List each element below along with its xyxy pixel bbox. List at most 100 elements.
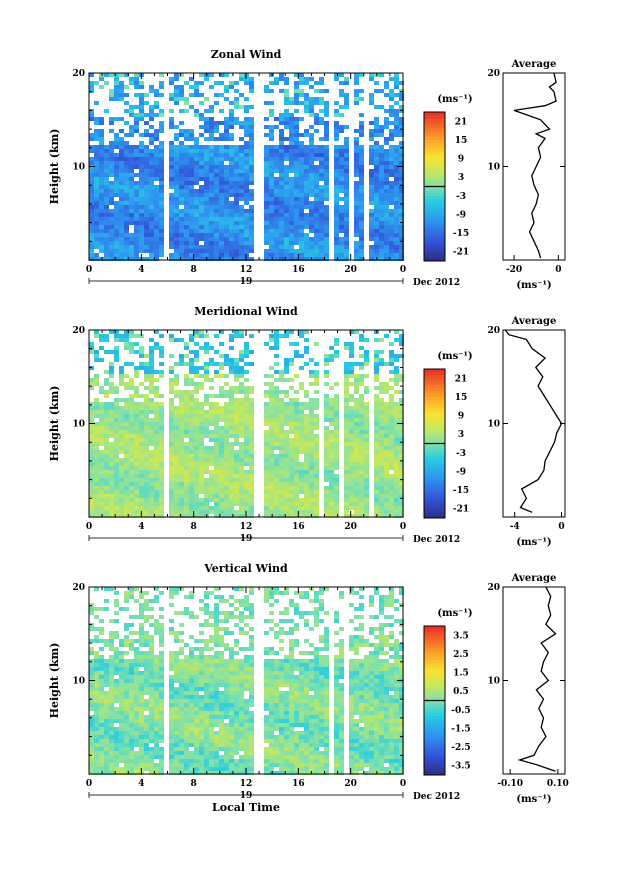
heatmap-cell <box>124 643 129 647</box>
heatmap-cell <box>284 358 289 362</box>
heatmap-cell <box>334 233 339 237</box>
heatmap-cell <box>214 129 219 133</box>
heatmap-cell <box>359 426 364 430</box>
heatmap-cell <box>269 205 274 209</box>
heatmap-cell <box>104 402 109 406</box>
heatmap-cell <box>199 506 204 510</box>
heatmap-cell <box>209 185 214 189</box>
heatmap-cell <box>334 438 339 442</box>
heatmap-cell <box>389 241 394 245</box>
heatmap-cell <box>204 197 209 201</box>
heatmap-cell <box>354 77 359 81</box>
heatmap-cell <box>144 667 149 671</box>
average-y-tick-label: 20 <box>487 69 500 79</box>
heatmap-cell <box>274 342 279 346</box>
heatmap-cell <box>229 113 234 117</box>
heatmap-cell <box>114 117 119 121</box>
heatmap-cell <box>94 474 99 478</box>
heatmap-cell <box>314 398 319 402</box>
heatmap-cell <box>139 691 144 695</box>
colorbar-segment <box>424 149 445 153</box>
heatmap-cell <box>244 478 249 482</box>
heatmap-cell <box>264 145 269 149</box>
heatmap-cell <box>129 767 134 771</box>
colorbar-segment <box>424 211 445 215</box>
heatmap-cell <box>124 342 129 346</box>
heatmap-cell <box>294 185 299 189</box>
heatmap-cell <box>204 374 209 378</box>
heatmap-cell <box>339 93 344 97</box>
heatmap-cell <box>289 241 294 245</box>
heatmap-cell <box>109 494 114 498</box>
heatmap-cell <box>184 510 189 514</box>
heatmap-cell <box>244 157 249 161</box>
heatmap-cell <box>364 422 369 426</box>
heatmap-cell <box>284 193 289 197</box>
heatmap-cell <box>334 237 339 241</box>
heatmap-cell <box>319 117 324 121</box>
heatmap-cell <box>154 442 159 446</box>
heatmap-cell <box>154 237 159 241</box>
heatmap-cell <box>154 486 159 490</box>
heatmap-cell <box>284 241 289 245</box>
heatmap-cell <box>224 354 229 358</box>
heatmap-cell <box>324 406 329 410</box>
heatmap-cell <box>239 418 244 422</box>
heatmap-cell <box>364 466 369 470</box>
heatmap-cell <box>289 362 294 366</box>
heatmap-cell <box>124 699 129 703</box>
heatmap-cell <box>99 241 104 245</box>
heatmap-cell <box>124 771 129 775</box>
heatmap-cell <box>179 225 184 229</box>
heatmap-cell <box>224 454 229 458</box>
heatmap-cell <box>184 245 189 249</box>
heatmap-cell <box>229 434 234 438</box>
heatmap-cell <box>139 763 144 767</box>
colorbar-tick-label: -15 <box>453 229 469 239</box>
heatmap-cell <box>224 129 229 133</box>
heatmap-cell <box>144 707 149 711</box>
heatmap-cell <box>384 462 389 466</box>
heatmap-cell <box>224 189 229 193</box>
heatmap-cell <box>304 101 309 105</box>
heatmap-cell <box>324 418 329 422</box>
heatmap-cell <box>354 386 359 390</box>
heatmap-cell <box>144 149 149 153</box>
heatmap-cell <box>389 502 394 506</box>
heatmap-cell <box>89 173 94 177</box>
heatmap-cell <box>99 671 104 675</box>
heatmap-cell <box>399 153 404 157</box>
heatmap-cell <box>244 173 249 177</box>
heatmap-cell <box>219 330 224 334</box>
heatmap-cell <box>129 478 134 482</box>
heatmap-cell <box>319 209 324 213</box>
heatmap-cell <box>94 454 99 458</box>
heatmap-cell <box>94 707 99 711</box>
heatmap-cell <box>399 470 404 474</box>
heatmap-cell <box>394 153 399 157</box>
heatmap-cell <box>114 233 119 237</box>
heatmap-cell <box>224 406 229 410</box>
heatmap-cell <box>269 233 274 237</box>
heatmap-cell <box>109 418 114 422</box>
heatmap-cell <box>239 426 244 430</box>
heatmap-cell <box>104 378 109 382</box>
heatmap-cell <box>94 659 99 663</box>
heatmap-cell <box>179 93 184 97</box>
heatmap-cell <box>249 406 254 410</box>
heatmap-cell <box>274 426 279 430</box>
heatmap-cell <box>129 257 134 261</box>
heatmap-cell <box>124 478 129 482</box>
heatmap-cell <box>109 727 114 731</box>
heatmap-cell <box>224 121 229 125</box>
heatmap-cell <box>229 157 234 161</box>
heatmap-cell <box>89 418 94 422</box>
heatmap-cell <box>94 149 99 153</box>
heatmap-cell <box>139 169 144 173</box>
heatmap-cell <box>269 221 274 225</box>
heatmap-cell <box>329 438 334 442</box>
heatmap-cell <box>244 109 249 113</box>
heatmap-cell <box>214 422 219 426</box>
heatmap-cell <box>179 233 184 237</box>
heatmap-cell <box>189 510 194 514</box>
